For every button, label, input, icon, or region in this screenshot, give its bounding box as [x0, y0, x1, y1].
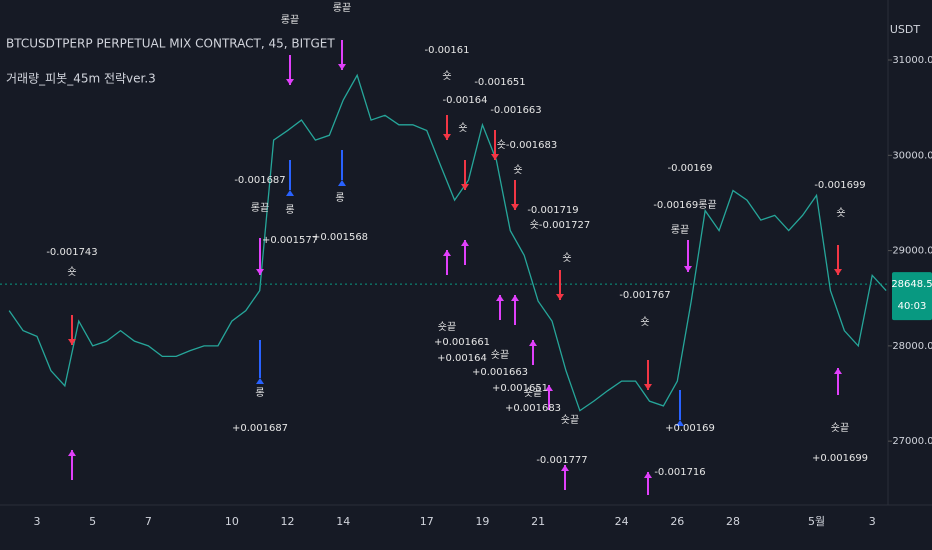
x-tick-label: 17 — [420, 515, 434, 528]
signal-arrowhead — [286, 79, 294, 85]
signal-label: 숏끝 — [561, 414, 579, 426]
signal-label: +0.001661 — [434, 337, 490, 348]
signal-label: -0.00169롱끝 — [653, 199, 716, 211]
signal-arrowhead — [68, 339, 76, 345]
signal-arrowhead — [545, 385, 553, 391]
signal-arrowhead — [443, 134, 451, 140]
signal-label: 숏끝 — [524, 387, 542, 399]
signal-label: 숏 — [442, 70, 451, 82]
signal-label: -0.001716 — [654, 467, 705, 478]
signal-label: 숏 — [513, 164, 522, 176]
last-price-box — [892, 272, 932, 321]
signal-arrowhead — [256, 269, 264, 275]
currency-unit: USDT — [890, 23, 921, 36]
signal-arrowhead — [491, 154, 499, 160]
chart-title: BTCUSDTPERP PERPETUAL MIX CONTRACT, 45, … — [6, 37, 335, 51]
x-tick-label: 7 — [145, 515, 152, 528]
signal-arrowhead — [676, 420, 684, 426]
x-tick-label: 21 — [531, 515, 545, 528]
signal-label: +0.00164 — [437, 353, 487, 364]
signal-arrowhead — [338, 64, 346, 70]
signal-arrowhead — [461, 184, 469, 190]
signal-label: -0.001777 — [536, 455, 587, 466]
y-tick-label: 28000.0 — [892, 341, 932, 352]
x-tick-label: 26 — [670, 515, 684, 528]
signal-label: -0.001767 — [619, 290, 670, 301]
signal-arrowhead — [644, 384, 652, 390]
signal-arrowhead — [529, 340, 537, 346]
signal-label: +0.001663 — [472, 367, 528, 378]
x-tick-label: 19 — [475, 515, 489, 528]
signal-label: -0.001663 — [490, 105, 541, 116]
signal-label: +0.00169 — [665, 423, 715, 434]
signal-label: 롱끝 — [281, 14, 299, 26]
signal-label: 숏-0.001683 — [497, 139, 558, 151]
signal-label: 롱 — [335, 192, 344, 204]
signal-arrowhead — [461, 240, 469, 246]
signal-label: -0.001699 — [814, 180, 865, 191]
signal-label: 숏 — [836, 207, 845, 219]
x-tick-label: 10 — [225, 515, 239, 528]
signal-arrowhead — [286, 190, 294, 196]
signal-label: -0.001743 — [46, 247, 97, 258]
x-tick-label: 12 — [281, 515, 295, 528]
signal-label: -0.001687 — [234, 175, 285, 186]
signal-label: +0.001577 — [262, 235, 318, 246]
countdown: 40:03 — [898, 301, 927, 312]
y-tick-label: 30000.0 — [892, 150, 932, 161]
signal-arrowhead — [338, 180, 346, 186]
signal-arrowhead — [561, 465, 569, 471]
signal-arrowhead — [644, 472, 652, 478]
signal-arrowhead — [443, 250, 451, 256]
x-tick-label: 24 — [615, 515, 629, 528]
signal-label: 숏 — [640, 316, 649, 328]
signal-label: -0.00169 — [668, 163, 713, 174]
signal-arrowhead — [496, 295, 504, 301]
x-tick-label: 3 — [869, 515, 876, 528]
signal-label: 숏끝 — [438, 321, 456, 333]
signal-label: 롱 — [255, 387, 264, 399]
signal-label: +0.001687 — [232, 423, 288, 434]
y-tick-label: 27000.0 — [892, 436, 932, 447]
x-tick-label: 5월 — [808, 515, 825, 528]
y-tick-label: 31000.0 — [892, 55, 932, 66]
signal-label: 롱끝 — [251, 202, 269, 214]
signal-label: 숏끝 — [491, 349, 509, 361]
signal-label: +0.001699 — [812, 453, 868, 464]
signal-arrowhead — [511, 204, 519, 210]
signal-label: 숏 — [562, 252, 571, 264]
x-tick-label: 5 — [89, 515, 96, 528]
x-tick-label: 3 — [34, 515, 41, 528]
signal-arrowhead — [256, 378, 264, 384]
signal-label: 숏끝 — [831, 422, 849, 434]
signal-label: -0.00161 — [425, 45, 470, 56]
signal-label: 롱 — [285, 204, 294, 216]
price-line — [8, 73, 887, 412]
signal-label: +0.001683 — [505, 403, 561, 414]
signal-arrowhead — [684, 266, 692, 272]
signal-arrowhead — [68, 450, 76, 456]
signal-label: -0.001651 — [474, 77, 525, 88]
signal-label: 숏 — [458, 122, 467, 134]
x-tick-label: 28 — [726, 515, 740, 528]
strategy-name: 거래량_피봇_45m 전략ver.3 — [6, 72, 156, 86]
signal-label: +0.001651 — [492, 383, 548, 394]
signal-label: -0.001719 — [527, 205, 578, 216]
signal-label: 롱끝 — [671, 224, 689, 236]
signal-label: +0.001568 — [312, 232, 368, 243]
last-price-label: 28648.5 — [891, 279, 932, 290]
signal-arrowhead — [511, 295, 519, 301]
signal-arrowhead — [834, 368, 842, 374]
x-tick-label: 14 — [336, 515, 350, 528]
signal-arrowhead — [556, 294, 564, 300]
signal-label: 숏-0.001727 — [530, 219, 591, 231]
signal-arrowhead — [834, 269, 842, 275]
signal-label: -0.00164 — [443, 95, 488, 106]
y-tick-label: 29000.0 — [892, 246, 932, 257]
signal-label: 롱끝 — [333, 2, 351, 14]
signal-label: 숏 — [67, 266, 76, 278]
